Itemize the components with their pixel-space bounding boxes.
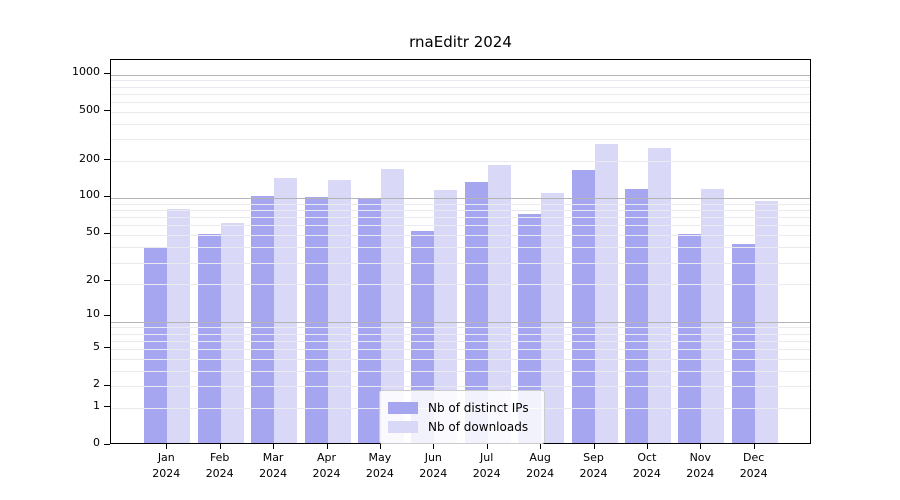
legend: Nb of distinct IPs Nb of downloads — [379, 390, 545, 444]
bar-ips-nov — [678, 234, 702, 443]
y-tick-label-20: 20 — [86, 272, 100, 286]
x-tick-mark-dec — [753, 444, 755, 449]
x-tick-label-aug: Aug 2024 — [526, 451, 555, 480]
x-tick-mark-apr — [326, 444, 328, 449]
bar-downloads-may — [380, 168, 404, 443]
y-tick-mark — [104, 347, 110, 349]
legend-swatch-distinct-ips — [388, 401, 418, 414]
x-tick-mark-aug — [540, 444, 542, 449]
x-tick-label-jul: Jul 2024 — [472, 451, 501, 480]
bar-ips-oct — [624, 189, 648, 443]
y-tick-mark — [104, 443, 110, 445]
bar-ips-dec — [731, 243, 755, 443]
bar-downloads-feb — [220, 222, 244, 443]
x-tick-label-oct: Oct 2024 — [632, 451, 661, 480]
bar-ips-sep — [571, 170, 595, 443]
x-tick-mark-jul — [486, 444, 488, 449]
y-tick-mark — [104, 110, 110, 112]
bar-downloads-aug — [541, 193, 565, 443]
y-tick-mark — [104, 159, 110, 161]
x-tick-label-mar: Mar 2024 — [259, 451, 288, 480]
bar-ips-apr — [304, 197, 328, 443]
bar-downloads-sep — [594, 143, 618, 443]
y-tick-label-200: 200 — [79, 151, 100, 165]
plot-area: Nb of distinct IPs Nb of downloads — [110, 59, 811, 444]
legend-swatch-downloads — [388, 420, 418, 433]
y-tick-mark — [104, 406, 110, 408]
y-tick-label-1000: 1000 — [72, 65, 100, 79]
bar-downloads-apr — [327, 180, 351, 443]
y-tick-label-5: 5 — [93, 339, 100, 353]
legend-label-distinct-ips: Nb of distinct IPs — [428, 400, 529, 415]
x-tick-mark-nov — [700, 444, 702, 449]
bars-layer — [111, 60, 810, 443]
legend-label-downloads: Nb of downloads — [428, 419, 529, 434]
x-tick-label-apr: Apr 2024 — [312, 451, 341, 480]
bar-downloads-mar — [274, 177, 298, 443]
x-tick-mark-may — [379, 444, 381, 449]
y-tick-label-50: 50 — [86, 225, 100, 239]
y-tick-mark — [104, 72, 110, 74]
bar-downloads-jan — [167, 208, 191, 443]
bar-downloads-oct — [647, 148, 671, 443]
x-tick-label-sep: Sep 2024 — [579, 451, 608, 480]
x-tick-mark-oct — [646, 444, 648, 449]
x-tick-label-jan: Jan 2024 — [152, 451, 181, 480]
y-tick-mark — [104, 196, 110, 197]
bar-downloads-jun — [434, 190, 458, 443]
bar-ips-aug — [518, 214, 542, 443]
x-tick-label-may: May 2024 — [365, 451, 394, 480]
x-tick-label-nov: Nov 2024 — [686, 451, 715, 480]
x-tick-mark-feb — [219, 444, 221, 449]
bar-ips-jan — [144, 246, 168, 443]
y-tick-label-2: 2 — [93, 377, 100, 391]
x-tick-mark-jan — [166, 444, 168, 449]
y-tick-mark — [104, 232, 110, 234]
legend-item-distinct-ips: Nb of distinct IPs — [388, 398, 534, 417]
x-tick-mark-sep — [593, 444, 595, 449]
y-tick-label-100: 100 — [79, 188, 100, 202]
x-tick-label-feb: Feb 2024 — [205, 451, 234, 480]
y-tick-label-10: 10 — [86, 307, 100, 321]
bar-downloads-dec — [754, 201, 778, 443]
x-tick-mark-jun — [433, 444, 435, 449]
x-tick-mark-mar — [273, 444, 275, 449]
legend-item-downloads: Nb of downloads — [388, 417, 534, 436]
bar-ips-may — [357, 198, 381, 443]
y-tick-mark — [104, 280, 110, 282]
y-tick-label-1: 1 — [93, 398, 100, 412]
bar-ips-feb — [197, 234, 221, 443]
y-tick-label-0: 0 — [93, 436, 100, 449]
bar-ips-mar — [251, 195, 275, 443]
chart-title: rnaEditr 2024 — [409, 33, 512, 51]
bar-downloads-jul — [487, 164, 511, 443]
x-tick-label-dec: Dec 2024 — [739, 451, 768, 480]
y-tick-label-500: 500 — [79, 102, 100, 116]
x-tick-label-jun: Jun 2024 — [419, 451, 448, 480]
y-tick-mark — [104, 314, 110, 316]
bar-downloads-nov — [701, 189, 725, 443]
y-tick-mark — [104, 384, 110, 386]
